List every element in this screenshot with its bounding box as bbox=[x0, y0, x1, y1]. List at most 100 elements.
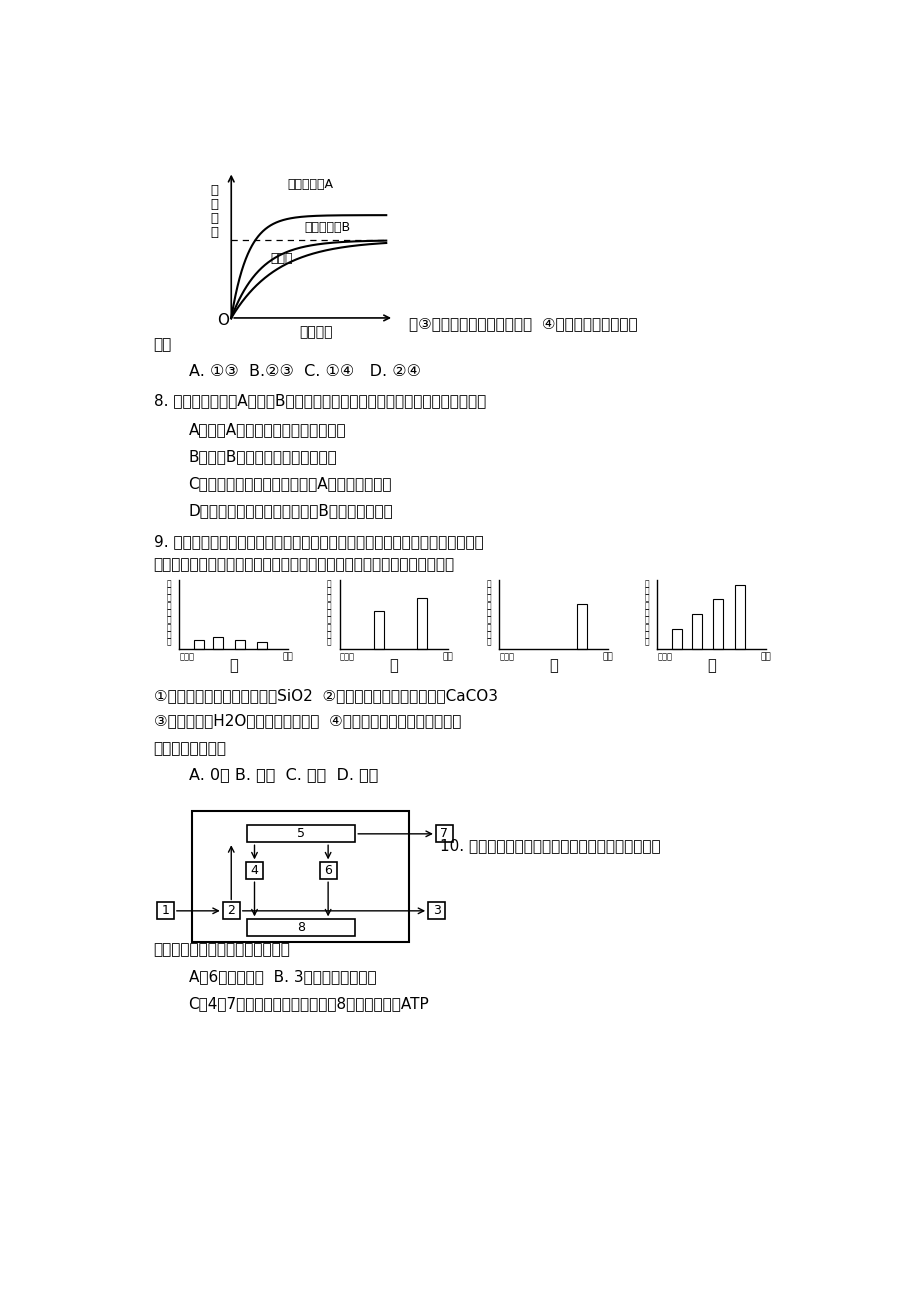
Text: 素: 素 bbox=[486, 586, 491, 595]
Text: 距: 距 bbox=[166, 630, 171, 639]
Text: 线: 线 bbox=[643, 622, 648, 631]
Text: 速: 速 bbox=[210, 212, 218, 225]
Text: 底物浓度: 底物浓度 bbox=[300, 324, 333, 339]
Text: 离: 离 bbox=[326, 638, 331, 647]
Text: 4: 4 bbox=[250, 865, 258, 878]
Text: 带: 带 bbox=[486, 594, 491, 603]
Text: 前沿: 前沿 bbox=[760, 652, 770, 661]
Text: 10. 下图为某同学构建的在晴朗白天植物进行有氧呼: 10. 下图为某同学构建的在晴朗白天植物进行有氧呼 bbox=[440, 838, 661, 853]
Text: 距: 距 bbox=[326, 602, 331, 611]
Text: 距: 距 bbox=[486, 602, 491, 611]
Text: 上述分析正确的有: 上述分析正确的有 bbox=[153, 742, 226, 756]
Text: 甲: 甲 bbox=[229, 659, 238, 673]
Text: 9. 某生物兴趣小组完成对新鲜菠菜叶进行叶绿体中色素的提取和分离实验时，由: 9. 某生物兴趣小组完成对新鲜菠菜叶进行叶绿体中色素的提取和分离实验时，由 bbox=[153, 534, 483, 548]
Text: 8: 8 bbox=[297, 922, 305, 935]
Text: 。③自由水与结合水比例增大  ④自由水与结合水比例: 。③自由水与结合水比例增大 ④自由水与结合水比例 bbox=[409, 316, 638, 332]
Text: 离: 离 bbox=[643, 638, 648, 647]
Text: 前沿: 前沿 bbox=[442, 652, 453, 661]
Text: A．物质A能提高该化学反应的活化能: A．物质A能提高该化学反应的活化能 bbox=[188, 422, 346, 437]
Text: 线: 线 bbox=[166, 622, 171, 631]
Text: 色: 色 bbox=[486, 579, 491, 589]
Text: 带: 带 bbox=[643, 594, 648, 603]
Bar bbox=[319, 862, 336, 879]
Text: 点: 点 bbox=[486, 608, 491, 617]
Text: 色: 色 bbox=[326, 579, 331, 589]
Bar bbox=[245, 862, 263, 879]
Bar bbox=[156, 902, 174, 919]
Text: 加酶和物质B: 加酶和物质B bbox=[304, 221, 351, 234]
Text: A．6来自叶绿体  B. 3全部释放到大气中: A．6来自叶绿体 B. 3全部释放到大气中 bbox=[188, 969, 376, 984]
Text: C．减小底物浓度可以消除物质A对该种酶的影响: C．减小底物浓度可以消除物质A对该种酶的影响 bbox=[188, 477, 391, 491]
Text: 点样线: 点样线 bbox=[657, 652, 672, 661]
Bar bbox=[576, 604, 586, 648]
Bar bbox=[734, 585, 744, 648]
Text: 减小: 减小 bbox=[153, 337, 172, 353]
Text: 离: 离 bbox=[166, 638, 171, 647]
Text: 点: 点 bbox=[643, 608, 648, 617]
Bar bbox=[213, 638, 223, 648]
Text: 加酶和物质A: 加酶和物质A bbox=[287, 178, 333, 191]
Text: 素: 素 bbox=[166, 586, 171, 595]
Text: 色: 色 bbox=[643, 579, 648, 589]
Text: ①甲可能是因为研磨时未加入SiO2  ②乙可能是因为研磨时未加入CaCO3: ①甲可能是因为研磨时未加入SiO2 ②乙可能是因为研磨时未加入CaCO3 bbox=[153, 687, 497, 703]
Text: 样: 样 bbox=[166, 616, 171, 625]
Text: 反: 反 bbox=[210, 185, 218, 198]
Bar bbox=[712, 599, 722, 648]
Text: 8. 右图是研究物质A和物质B对某种酶活性影响的变化曲线，下列叙述正确的是: 8. 右图是研究物质A和物质B对某种酶活性影响的变化曲线，下列叙述正确的是 bbox=[153, 393, 485, 409]
Text: 线: 线 bbox=[486, 622, 491, 631]
Text: 丁: 丁 bbox=[707, 659, 715, 673]
Text: 带: 带 bbox=[326, 594, 331, 603]
Text: 距: 距 bbox=[643, 602, 648, 611]
Bar bbox=[436, 825, 452, 842]
Text: 距: 距 bbox=[486, 630, 491, 639]
Text: 3: 3 bbox=[432, 905, 440, 918]
Text: 吸过程图。下列有关叙述正确的是: 吸过程图。下列有关叙述正确的是 bbox=[153, 941, 290, 957]
Text: 样: 样 bbox=[326, 616, 331, 625]
Text: 1: 1 bbox=[161, 905, 169, 918]
Text: 5: 5 bbox=[297, 827, 305, 840]
Text: 素: 素 bbox=[643, 586, 648, 595]
Text: 点样线: 点样线 bbox=[499, 652, 514, 661]
Text: A. ①③  B.②③  C. ①④   D. ②④: A. ①③ B.②③ C. ①④ D. ②④ bbox=[188, 365, 420, 379]
Text: 前沿: 前沿 bbox=[602, 652, 613, 661]
Bar bbox=[246, 919, 355, 936]
Text: B．物质B能提高该种酶的催化活性: B．物质B能提高该种酶的催化活性 bbox=[188, 449, 337, 464]
Text: 点样线: 点样线 bbox=[339, 652, 355, 661]
Text: 线: 线 bbox=[326, 622, 331, 631]
Text: 色: 色 bbox=[166, 579, 171, 589]
Text: 丙: 丙 bbox=[549, 659, 558, 673]
Text: 距: 距 bbox=[166, 602, 171, 611]
Bar bbox=[194, 641, 204, 648]
Bar bbox=[192, 811, 409, 941]
Text: 距: 距 bbox=[643, 630, 648, 639]
Bar bbox=[373, 611, 383, 648]
Text: 距: 距 bbox=[326, 630, 331, 639]
Bar bbox=[256, 642, 267, 648]
Text: 6: 6 bbox=[323, 865, 332, 878]
Text: 点: 点 bbox=[166, 608, 171, 617]
Text: D．增大底物浓度可以消除物质B对该种酶的影响: D．增大底物浓度可以消除物质B对该种酶的影响 bbox=[188, 503, 393, 518]
Bar bbox=[416, 598, 426, 648]
Text: O: O bbox=[217, 312, 229, 328]
Text: 样: 样 bbox=[643, 616, 648, 625]
Text: 点样线: 点样线 bbox=[179, 652, 194, 661]
Text: 样: 样 bbox=[486, 616, 491, 625]
Text: 离: 离 bbox=[486, 638, 491, 647]
Text: 乙: 乙 bbox=[390, 659, 398, 673]
Text: 2: 2 bbox=[227, 905, 235, 918]
Text: 前沿: 前沿 bbox=[282, 652, 293, 661]
Bar bbox=[246, 825, 355, 842]
Text: 素: 素 bbox=[326, 586, 331, 595]
Text: 7: 7 bbox=[440, 827, 448, 840]
Bar bbox=[671, 629, 681, 648]
Text: 应: 应 bbox=[210, 198, 218, 211]
Text: C．4和7属于同一种物质，产生的8大多用于合成ATP: C．4和7属于同一种物质，产生的8大多用于合成ATP bbox=[188, 996, 429, 1010]
Text: 带: 带 bbox=[166, 594, 171, 603]
Text: ③丙可能误用H2O做提取液和层析液  ④丁是正确操作得到的理想结果: ③丙可能误用H2O做提取液和层析液 ④丁是正确操作得到的理想结果 bbox=[153, 713, 460, 728]
Text: 于各组操作不同，出现了如右图四种不同的层析结果。该兴趣小组分析如下: 于各组操作不同，出现了如右图四种不同的层析结果。该兴趣小组分析如下 bbox=[153, 557, 454, 572]
Text: 点: 点 bbox=[326, 608, 331, 617]
Text: 率: 率 bbox=[210, 227, 218, 240]
Text: 只加酶: 只加酶 bbox=[269, 253, 292, 266]
Text: A. 0项 B. 一项  C. 两项  D. 三项: A. 0项 B. 一项 C. 两项 D. 三项 bbox=[188, 767, 378, 783]
Bar bbox=[234, 639, 244, 648]
